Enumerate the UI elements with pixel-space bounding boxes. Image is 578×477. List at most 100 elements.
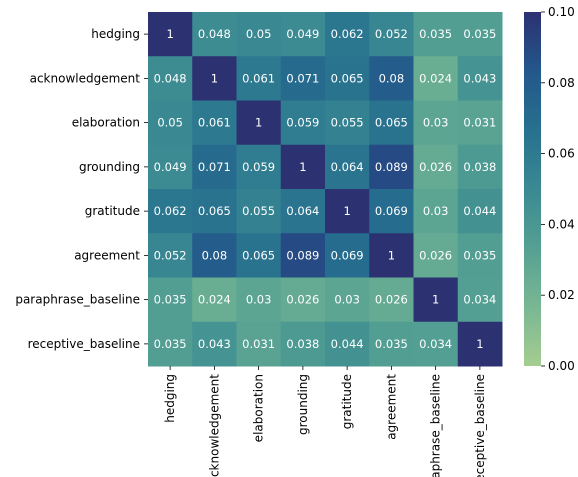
heatmap-cell <box>457 144 503 190</box>
cell-value-label: 0.044 <box>331 337 364 351</box>
y-tick-label: agreement <box>74 248 140 262</box>
cell-value-label: 0.065 <box>331 71 364 85</box>
cell-value-label: 1 <box>476 337 483 351</box>
heatmap-cell <box>325 233 370 278</box>
cell-value-label: 0.043 <box>463 71 496 85</box>
heatmap-cell <box>457 321 503 367</box>
y-tick-label: paraphrase_baseline <box>15 293 140 307</box>
heatmap-cell <box>192 56 237 101</box>
heatmap-cell <box>325 321 370 367</box>
cell-value-label: 0.031 <box>242 337 275 351</box>
heatmap-cell <box>280 189 326 234</box>
x-tick-label: acknowledgement <box>207 374 221 477</box>
cell-value-label: 0.03 <box>423 116 449 130</box>
heatmap-cell <box>236 100 282 146</box>
cell-value-label: 0.035 <box>154 293 187 307</box>
cell-value-label: 0.031 <box>463 116 496 130</box>
heatmap-cell <box>148 233 193 278</box>
cell-value-label: 0.026 <box>419 248 452 262</box>
x-tick-label: hedging <box>163 374 177 423</box>
heatmap-cell <box>192 100 237 146</box>
heatmap-cell <box>192 189 237 234</box>
cell-value-label: 0.05 <box>246 27 272 41</box>
heatmap-cell <box>369 189 414 234</box>
cell-value-label: 0.03 <box>246 293 272 307</box>
cell-value-label: 0.059 <box>242 160 275 174</box>
cell-value-label: 0.024 <box>198 293 231 307</box>
heatmap-cell <box>148 100 193 146</box>
cell-value-label: 0.034 <box>419 337 452 351</box>
cell-value-label: 0.035 <box>154 337 187 351</box>
cell-value-label: 0.08 <box>202 248 228 262</box>
heatmap-cell <box>325 56 370 101</box>
y-tick-label: hedging <box>91 27 140 41</box>
heatmap-cell <box>236 56 282 101</box>
heatmap-cell <box>325 189 370 234</box>
cell-value-label: 0.035 <box>463 27 496 41</box>
cell-value-label: 0.044 <box>463 204 496 218</box>
heatmap-cell <box>236 144 282 190</box>
x-tick-label: grounding <box>296 374 310 435</box>
cell-value-label: 0.059 <box>286 116 319 130</box>
heatmap-cell <box>236 12 282 57</box>
cell-value-label: 1 <box>299 160 306 174</box>
heatmap-cell <box>148 56 193 101</box>
colorbar-tick-label: 0.02 <box>548 288 575 302</box>
cell-value-label: 0.061 <box>242 71 275 85</box>
heatmap-cell <box>280 56 326 101</box>
cell-value-label: 0.071 <box>286 71 319 85</box>
y-tick-label: elaboration <box>72 116 140 130</box>
cell-value-label: 0.024 <box>419 71 452 85</box>
heatmap-cell <box>192 233 237 278</box>
y-tick-label: acknowledgement <box>30 71 141 85</box>
heatmap-cell <box>148 12 193 57</box>
cell-value-label: 0.049 <box>286 27 319 41</box>
heatmap-cell <box>236 321 282 367</box>
heatmap-cell <box>369 56 414 101</box>
colorbar-tick-label: 0.06 <box>548 147 575 161</box>
heatmap-cell <box>148 144 193 190</box>
heatmap-cell <box>280 277 326 323</box>
cell-value-label: 0.065 <box>375 116 408 130</box>
heatmap-cell <box>325 144 370 190</box>
heatmap-cell <box>192 144 237 190</box>
cell-value-label: 0.035 <box>463 248 496 262</box>
heatmap-cell <box>369 100 414 146</box>
x-tick-label: gratitude <box>340 374 354 429</box>
cell-value-label: 1 <box>388 248 395 262</box>
cell-value-label: 0.052 <box>375 27 408 41</box>
heatmap-cell <box>457 100 503 146</box>
cell-value-label: 0.038 <box>463 160 496 174</box>
cell-value-label: 0.062 <box>154 204 187 218</box>
heatmap-cell <box>280 12 326 57</box>
cell-value-label: 0.055 <box>331 116 364 130</box>
cell-value-label: 0.089 <box>286 248 319 262</box>
heatmap-cell <box>236 277 282 323</box>
heatmap-cell <box>413 233 459 278</box>
cell-value-label: 1 <box>166 27 173 41</box>
cell-value-label: 0.038 <box>286 337 319 351</box>
heatmap-cell <box>457 189 503 234</box>
cell-value-label: 1 <box>343 204 350 218</box>
heatmap-cell <box>236 233 282 278</box>
heatmap-cell <box>413 100 459 146</box>
heatmap-cell <box>148 189 193 234</box>
heatmap-cell <box>369 144 414 190</box>
cell-value-label: 0.062 <box>331 27 364 41</box>
heatmap-cell <box>413 144 459 190</box>
heatmap-cell <box>280 144 326 190</box>
cell-value-label: 1 <box>255 116 262 130</box>
cell-value-label: 0.026 <box>419 160 452 174</box>
heatmap-cell <box>236 189 282 234</box>
heatmap-cell <box>192 277 237 323</box>
heatmap-cell <box>369 233 414 278</box>
cell-value-label: 0.035 <box>375 337 408 351</box>
cell-value-label: 0.055 <box>242 204 275 218</box>
heatmap-cell <box>192 12 237 57</box>
colorbar-tick-label: 0.04 <box>548 217 575 231</box>
cell-value-label: 0.052 <box>154 248 187 262</box>
colorbar <box>524 12 541 366</box>
cell-value-label: 0.069 <box>375 204 408 218</box>
cell-value-label: 0.069 <box>331 248 364 262</box>
